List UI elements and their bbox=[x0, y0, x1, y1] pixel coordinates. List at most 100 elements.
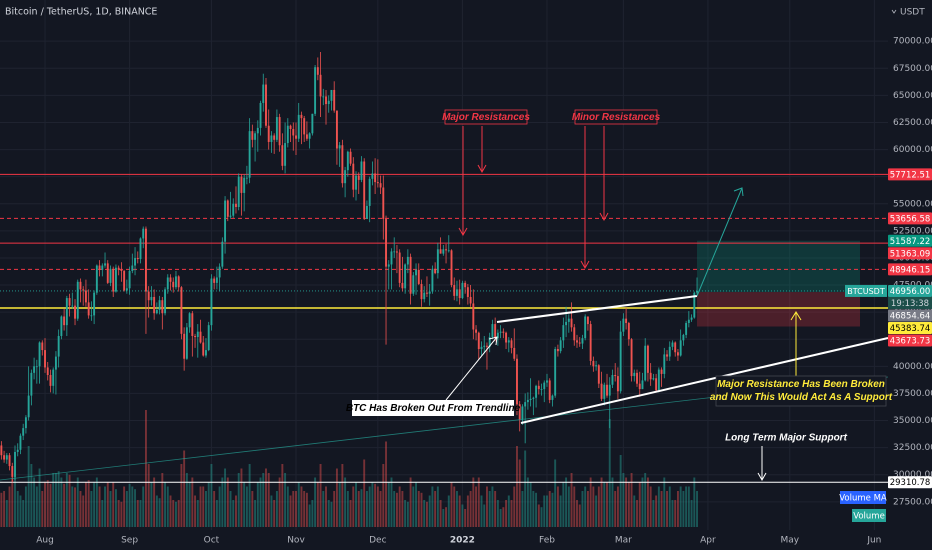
candle-body bbox=[319, 74, 322, 97]
volume-bar bbox=[128, 483, 131, 527]
y-tick-label: 52500.00 bbox=[893, 226, 932, 236]
price-tag-label: 53656.58 bbox=[890, 214, 931, 224]
candle-body bbox=[330, 89, 333, 101]
candle-body bbox=[281, 145, 284, 166]
volume-bar bbox=[649, 486, 652, 527]
x-tick-label: Jun bbox=[866, 536, 881, 546]
indicator-label[interactable]: Volume MA bbox=[839, 494, 887, 504]
candle-body bbox=[254, 133, 257, 140]
candle-body bbox=[567, 318, 570, 322]
support-arrow bbox=[790, 311, 802, 376]
volume-bar bbox=[177, 500, 180, 527]
candle-body bbox=[674, 342, 677, 353]
currency-dropdown[interactable] bbox=[891, 9, 897, 14]
candle-body bbox=[237, 176, 240, 208]
candle-body bbox=[491, 324, 494, 338]
candle-body bbox=[104, 263, 106, 266]
volume-bar bbox=[494, 491, 497, 527]
volume-bar bbox=[417, 491, 420, 527]
volume-bar bbox=[458, 495, 461, 527]
price-tag-label: 51363.09 bbox=[890, 249, 931, 259]
volume-bar bbox=[548, 491, 551, 527]
volume-bar bbox=[646, 477, 649, 527]
candle-body bbox=[477, 332, 480, 349]
candle-body bbox=[11, 466, 14, 477]
candle-body bbox=[393, 251, 396, 253]
volume-bar bbox=[423, 500, 426, 527]
candle-body bbox=[570, 318, 573, 328]
candle-body bbox=[551, 395, 554, 400]
indicator-tag[interactable] bbox=[840, 491, 886, 504]
y-tick-label: 30000.00 bbox=[893, 470, 932, 480]
volume-bar bbox=[139, 500, 142, 527]
volume-tag[interactable] bbox=[852, 509, 886, 522]
volume-bar bbox=[262, 473, 265, 527]
candle-body bbox=[417, 269, 420, 284]
candle-body bbox=[314, 67, 317, 114]
volume-bar bbox=[652, 500, 655, 527]
candle-body bbox=[16, 449, 19, 452]
volume-bar bbox=[155, 495, 158, 527]
candle-body bbox=[259, 102, 262, 128]
candle-body bbox=[131, 265, 134, 271]
volume-bar bbox=[668, 486, 671, 527]
volume-bar bbox=[46, 480, 49, 527]
candle-body bbox=[649, 372, 652, 380]
candle-body bbox=[625, 318, 628, 323]
candle-body bbox=[235, 203, 237, 208]
volume-bar bbox=[251, 491, 254, 527]
candle-body bbox=[576, 340, 578, 343]
candle-body bbox=[185, 327, 188, 359]
candle-body bbox=[292, 128, 295, 136]
volume-bar bbox=[499, 509, 502, 527]
candle-body bbox=[573, 327, 576, 341]
target-arrow bbox=[696, 187, 744, 297]
volume-bar bbox=[164, 482, 167, 527]
volume-bar bbox=[79, 491, 82, 527]
candle-body bbox=[333, 89, 336, 111]
volume-bar bbox=[11, 477, 14, 527]
candle-body bbox=[303, 118, 306, 135]
candle-body bbox=[445, 249, 448, 251]
volume-bar bbox=[401, 491, 404, 527]
y-tick-label: 35000.00 bbox=[893, 416, 932, 426]
volume-bar bbox=[447, 495, 450, 527]
candle-body bbox=[196, 331, 199, 338]
candle-body bbox=[35, 366, 38, 368]
volume-bar bbox=[385, 441, 387, 527]
candle-body bbox=[38, 342, 41, 367]
candle-body bbox=[71, 305, 74, 307]
volume-bar bbox=[341, 464, 344, 527]
candle-body bbox=[382, 187, 385, 219]
candle-body bbox=[646, 345, 649, 373]
candle-body bbox=[458, 289, 461, 299]
candle-body bbox=[368, 178, 371, 206]
volume-bar bbox=[445, 507, 448, 527]
candle-body bbox=[311, 113, 314, 134]
volume-bar bbox=[526, 477, 529, 527]
candle-body bbox=[49, 375, 52, 386]
candle-body bbox=[401, 282, 404, 289]
volume-bar bbox=[35, 486, 38, 527]
volume-bar bbox=[308, 504, 311, 527]
candle-body bbox=[524, 402, 527, 407]
volume-bar bbox=[221, 477, 224, 527]
candle-body bbox=[54, 356, 57, 370]
candle-body bbox=[240, 176, 243, 193]
candle-body bbox=[188, 313, 191, 328]
volume-bar bbox=[633, 495, 636, 527]
volume-bar bbox=[27, 446, 30, 527]
candle-body bbox=[423, 292, 426, 300]
candle-body bbox=[95, 265, 98, 293]
currency-label[interactable]: USDT bbox=[900, 8, 925, 18]
volume-bar bbox=[98, 486, 101, 527]
volume-label[interactable]: Volume bbox=[853, 512, 885, 522]
candle-body bbox=[265, 84, 267, 126]
candle-body bbox=[8, 455, 11, 467]
candle-body bbox=[671, 342, 674, 347]
volume-bar bbox=[297, 482, 300, 527]
candle-body bbox=[327, 100, 330, 105]
volume-bar bbox=[275, 491, 278, 527]
volume-bar bbox=[690, 500, 693, 527]
candle-body bbox=[166, 277, 169, 290]
